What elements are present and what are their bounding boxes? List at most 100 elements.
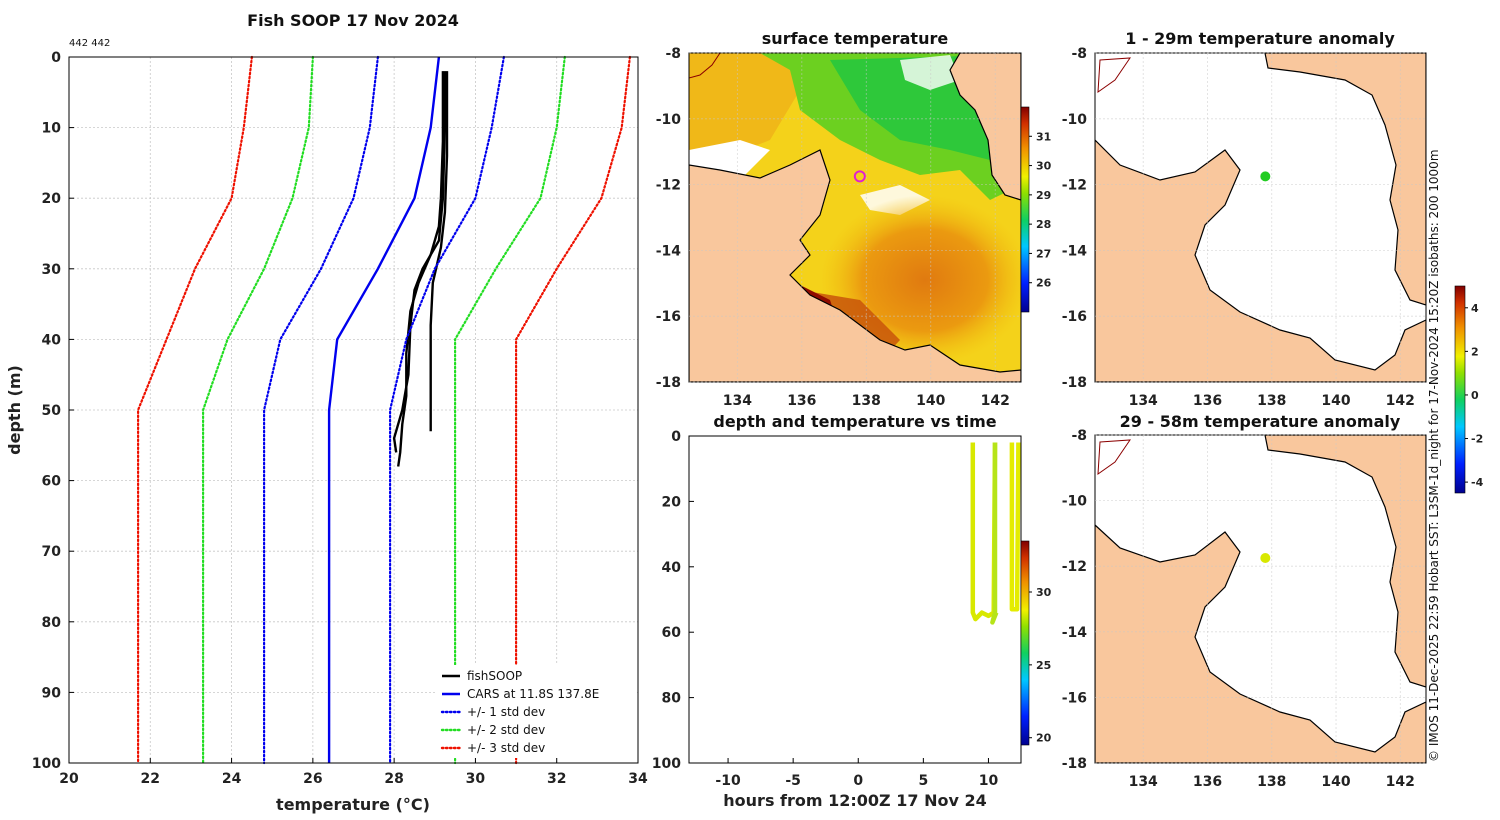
anomaly2-y-ticks: -8 -10 -12 -14 -16 -18: [1062, 428, 1426, 772]
series--3-std-dev: [137, 55, 253, 765]
anomaly2-xtick-label: 140: [1321, 774, 1350, 790]
profile-xtick-label: 34: [628, 771, 648, 787]
timeseries-ytick-label: 80: [662, 691, 682, 707]
anomaly2-ytick-label: -18: [1062, 756, 1087, 772]
series-fishsoop-b: [392, 71, 447, 453]
profile-title: Fish SOOP 17 Nov 2024: [247, 11, 459, 30]
surface-cb-label: 27: [1036, 247, 1051, 260]
legend-box: [437, 665, 635, 758]
anomaly2-ytick-label: -8: [1071, 428, 1087, 444]
profile-xtick-label: 24: [222, 771, 242, 787]
profile-ytick-label: 40: [42, 332, 62, 348]
profile-panel: Fish SOOP 17 Nov 2024 442 442 20 22 24 26 28…: [5, 11, 648, 814]
timeseries-title: depth and temperature vs time: [713, 412, 996, 431]
anomaly2-ytick-label: -16: [1062, 690, 1087, 706]
surface-ytick-label: -14: [656, 243, 682, 259]
anomaly2-ytick-label: -14: [1062, 625, 1088, 641]
anomaly1-xtick-label: 140: [1321, 393, 1350, 409]
timeseries-cb-label: 20: [1036, 732, 1052, 745]
surface-cb-label: 28: [1036, 218, 1051, 231]
timeseries-xtick-label: 10: [979, 773, 999, 789]
timeseries-track: [990, 442, 999, 625]
timeseries-ytick-label: 40: [662, 560, 682, 576]
profile-ytick-label: 90: [42, 685, 62, 701]
surface-xtick-label: 134: [723, 393, 752, 409]
anomaly2-map: [1095, 435, 1426, 763]
credit-text: © IMOS 11-Dec-2025 22:59 Hobart SST: L3S…: [1427, 149, 1441, 762]
legend-entry: CARS at 11.8S 137.8E: [467, 687, 599, 701]
profile-ytick-label: 20: [42, 191, 62, 207]
series--1-std-dev-upper-: [389, 55, 505, 765]
anomaly1-ytick-label: -18: [1062, 375, 1087, 391]
anomaly2-ytick-label: -10: [1062, 494, 1088, 510]
anomaly2-xtick-label: 142: [1386, 774, 1415, 790]
timeseries-colorbar: [1020, 540, 1030, 746]
surface-xtick-label: 136: [787, 393, 816, 409]
series-fishsoop: [397, 71, 445, 467]
surface-cb-label: 26: [1036, 277, 1052, 290]
anomaly1-land-east: [1264, 53, 1426, 306]
anomaly1-xtick-label: 142: [1386, 393, 1415, 409]
sst-nw-warm: [689, 53, 800, 165]
surface-x-ticks: 134 136 138 140 142: [723, 53, 1010, 409]
profile-ytick-label: 0: [51, 50, 61, 66]
cloud-gap-3: [900, 55, 960, 90]
timeseries-x-ticks: -10 -5 0 5 10: [715, 758, 998, 789]
legend-entry: +/- 2 std dev: [467, 723, 545, 737]
anomaly2-land-east: [1264, 435, 1426, 688]
surface-ytick-label: -12: [656, 178, 681, 194]
profile-ytick-label: 10: [42, 121, 62, 137]
profile-xtick-label: 20: [59, 771, 79, 787]
timeseries-xtick-label: 0: [853, 773, 863, 789]
anomaly2-timor: [1097, 439, 1131, 476]
surface-title: surface temperature: [762, 29, 949, 48]
surface-ytick-label: -8: [665, 46, 681, 62]
anomaly1-ytick-label: -10: [1062, 112, 1088, 128]
anomaly2-title: 29 - 58m temperature anomaly: [1120, 412, 1401, 431]
timeseries-track: [1009, 442, 1021, 612]
land-arnhem: [689, 149, 1021, 382]
series-cars-at-11-8s-137-8e: [327, 56, 441, 763]
anomaly2-dot: [1260, 553, 1271, 563]
surface-cb-label: 29: [1036, 189, 1051, 202]
profile-ytick-label: 100: [32, 756, 61, 772]
profile-ytick-label: 80: [42, 615, 62, 631]
timeseries-ytick-label: 100: [652, 756, 681, 772]
timeseries-xlabel: hours from 12:00Z 17 Nov 24: [723, 791, 986, 810]
surface-ytick-label: -16: [656, 309, 681, 325]
anomaly-cb-label: 0: [1471, 389, 1479, 402]
anomaly1-xtick-label: 138: [1257, 393, 1286, 409]
anomaly1-title: 1 - 29m temperature anomaly: [1125, 29, 1395, 48]
anomaly2-xtick-label: 134: [1129, 774, 1158, 790]
anomaly1-xtick-label: 134: [1129, 393, 1158, 409]
timeseries-tracks: [970, 442, 1021, 625]
profile-ytick-label: 50: [42, 403, 62, 419]
timeseries-xtick-label: -10: [715, 773, 741, 789]
series--2-std-dev: [202, 55, 314, 765]
anomaly1-dot: [1260, 171, 1271, 182]
anomaly-map-2-panel: 29 - 58m temperature anomaly 134 136 138 14…: [1062, 412, 1427, 790]
track-marker: [853, 170, 866, 183]
surface-xtick-label: 142: [981, 393, 1010, 409]
timeseries-ytick-label: 0: [671, 429, 681, 445]
profile-xlabel: temperature (°C): [276, 795, 430, 814]
profile-xtick-label: 32: [547, 771, 566, 787]
timeseries-ytick-label: 20: [662, 494, 682, 510]
timeseries-colorbar-ticks: 20 25 30: [1029, 586, 1052, 745]
anomaly2-land-south: [1095, 524, 1426, 763]
anomaly1-ytick-label: -16: [1062, 309, 1087, 325]
timeseries-ytick-label: 60: [662, 625, 682, 641]
anomaly-colorbar-ticks: -4 -2 0 2 4: [1465, 302, 1484, 489]
profile-grid: [68, 56, 639, 764]
profile-ylabel: depth (m): [5, 365, 24, 455]
series--1-std-dev: [263, 55, 379, 765]
profile-ytick-label: 30: [42, 262, 62, 278]
surface-xtick-label: 140: [916, 393, 945, 409]
profile-xtick-label: 26: [303, 771, 322, 787]
timeseries-y-ticks: 0 20 40 60 80 100: [652, 429, 694, 772]
anomaly2-xtick-label: 138: [1257, 774, 1286, 790]
profile-xtick-label: 22: [141, 771, 160, 787]
surface-map: [689, 53, 1021, 382]
surface-colorbar: [1020, 106, 1030, 313]
profile-y-ticks: 0 10 20 30 40 50 60 70 80 90 100: [32, 50, 74, 772]
